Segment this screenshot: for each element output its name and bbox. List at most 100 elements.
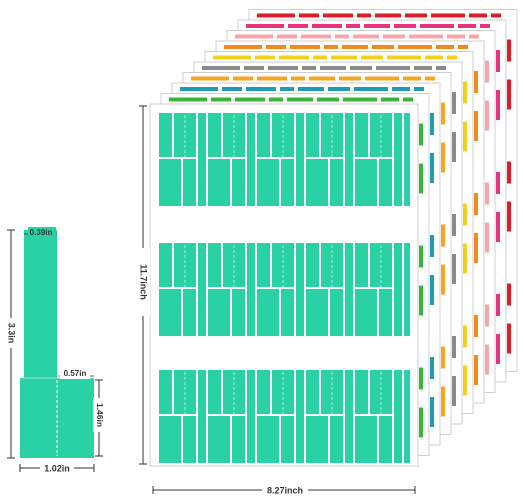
- sheet-label-strip: [211, 97, 231, 102]
- label-edge: [404, 243, 410, 336]
- label-stem: [198, 370, 206, 463]
- sheet-label-strip: [420, 24, 454, 28]
- sheet-label-strip: [458, 45, 468, 49]
- sheet-label-strip: [301, 34, 331, 39]
- label-flag: [306, 289, 328, 336]
- sheet-edge-strip: [485, 60, 489, 83]
- sheet-label-strip: [372, 45, 394, 49]
- sheet-edge-strip: [419, 163, 423, 194]
- sheet-label-strip: [191, 76, 229, 81]
- sheet-label-strip: [255, 55, 275, 60]
- sheet-label-strip: [350, 66, 372, 70]
- sheet-edge-strip: [419, 123, 423, 146]
- sheet-label-strip: [235, 97, 265, 102]
- sheet-label-strip: [387, 55, 421, 60]
- label-stem: [232, 159, 245, 206]
- label-stem: [208, 243, 221, 287]
- sheet-edge-strip: [441, 224, 445, 247]
- sheet-label-strip: [213, 55, 251, 60]
- label-stem: [281, 416, 294, 463]
- sheet-label-strip: [246, 87, 276, 91]
- sheet-label-strip: [458, 24, 476, 28]
- sheet-label-strip: [339, 76, 361, 81]
- sheet-label-strip: [480, 24, 490, 28]
- sheet-label-strip: [266, 45, 286, 49]
- label-flag: [257, 289, 279, 336]
- single-label-shape: [20, 230, 94, 458]
- label-flag-height-dimension: 1.46in: [93, 379, 105, 457]
- sheet-label-strip: [354, 87, 388, 91]
- sheet-label-strip: [447, 34, 465, 39]
- label-top-width: 0.39in: [30, 228, 53, 237]
- sheet-height-label: 11.7inch: [139, 264, 149, 300]
- sheet-label-strip: [398, 45, 432, 49]
- label-pair: [159, 370, 206, 463]
- sheet-label-strip: [357, 13, 371, 18]
- sheet-edge-strip: [463, 121, 467, 152]
- sheet-edge-strip: [430, 397, 434, 427]
- label-pair: [306, 113, 353, 206]
- label-stem: [257, 243, 270, 287]
- sheet-label-strip: [222, 87, 242, 91]
- sheet-label-strip: [312, 24, 342, 28]
- sheet-label-strip: [257, 13, 295, 18]
- sheet-label-strip: [309, 76, 335, 81]
- sheet-label-strip: [291, 76, 305, 81]
- label-stem: [306, 113, 319, 157]
- sheet-label-strip: [288, 24, 308, 28]
- sheet-label-strip: [469, 34, 479, 39]
- label-stem: [257, 113, 270, 157]
- label-stem: [208, 113, 221, 157]
- label-stem: [183, 159, 196, 206]
- label-stem: [394, 113, 402, 206]
- sheet-edge-strip: [474, 111, 478, 141]
- label-stem: [232, 416, 245, 463]
- sheet-edge-strip: [474, 233, 478, 263]
- sheet-label-strip: [425, 55, 443, 60]
- label-stem: [198, 113, 206, 206]
- label-flag-width-dimension: 0.57in: [58, 368, 94, 379]
- sheet-edge-strip: [496, 294, 500, 316]
- label-stem: [296, 370, 304, 463]
- label-flag: [355, 159, 377, 206]
- sheet-edge-strip: [496, 50, 500, 72]
- sheet-label-strip: [331, 55, 357, 60]
- label-pair: [306, 370, 353, 463]
- label-stem: [257, 370, 270, 414]
- sheet-edge-strip: [474, 315, 478, 337]
- label-stem: [232, 289, 245, 336]
- label-edge: [404, 370, 410, 463]
- label-flag-height: 1.46in: [95, 403, 105, 427]
- sheet-edge-strip: [430, 113, 434, 135]
- label-flag: [355, 416, 377, 463]
- sheet-label-strip: [328, 87, 350, 91]
- label-pair: [159, 113, 206, 206]
- sheet-label-strip: [414, 87, 424, 91]
- sheet-edge-strip: [430, 235, 434, 257]
- label-stem: [281, 159, 294, 206]
- label-height: 3.3in: [7, 323, 17, 344]
- sheet-label-strip: [469, 13, 487, 18]
- sheet-label-strip: [269, 97, 283, 102]
- sheet-label-strip: [280, 87, 294, 91]
- sheet-edge-strip: [419, 367, 423, 390]
- sheet-label-strip: [246, 24, 284, 28]
- sheet-label-strip: [392, 87, 410, 91]
- sheet-label-strip: [224, 45, 262, 49]
- label-stem: [198, 243, 206, 336]
- label-stem: [345, 243, 353, 336]
- sheet-label-strip: [244, 66, 264, 70]
- label-flag: [306, 159, 328, 206]
- sheet-edge-strip: [496, 212, 500, 242]
- sheet-label-strip: [320, 66, 346, 70]
- label-stem: [281, 289, 294, 336]
- sheet-edge-strip: [485, 344, 489, 375]
- sheet-edge-strip: [441, 142, 445, 173]
- sheet-edge-strip: [474, 355, 478, 385]
- sheet-edge-strip: [485, 182, 489, 205]
- sheet-label-strip: [302, 66, 316, 70]
- sheet-label-strip: [343, 97, 377, 102]
- sheet-edge-strip: [452, 214, 456, 236]
- label-stem: [379, 416, 392, 463]
